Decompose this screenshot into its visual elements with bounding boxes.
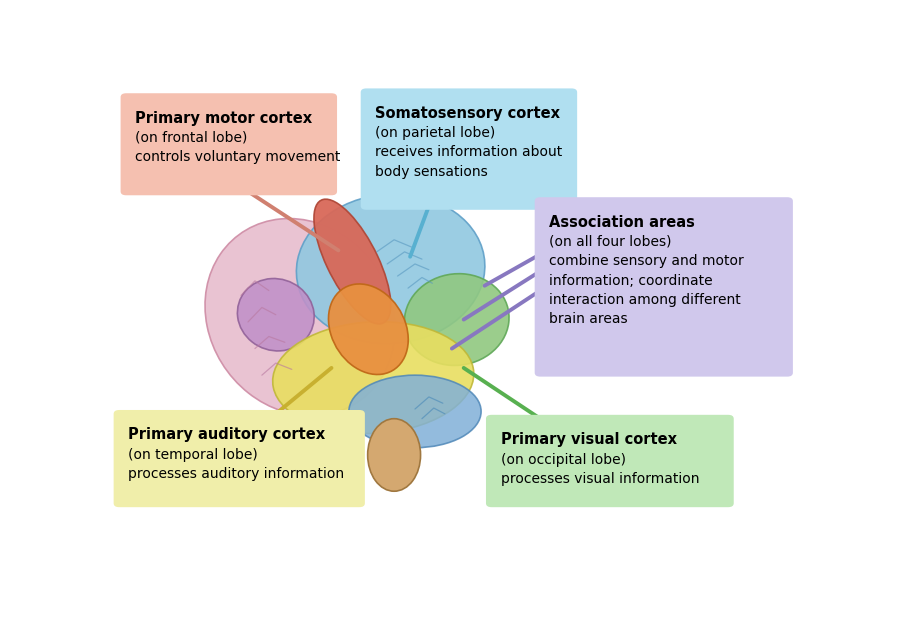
- FancyBboxPatch shape: [534, 197, 793, 377]
- Text: processes auditory information: processes auditory information: [128, 467, 344, 481]
- Ellipse shape: [296, 194, 485, 344]
- Ellipse shape: [348, 375, 481, 448]
- Text: controls voluntary movement: controls voluntary movement: [136, 150, 340, 165]
- FancyBboxPatch shape: [486, 415, 734, 507]
- Text: receives information about: receives information about: [375, 146, 562, 160]
- Text: information; coordinate: information; coordinate: [550, 274, 713, 288]
- Text: (on temporal lobe): (on temporal lobe): [128, 448, 258, 462]
- Ellipse shape: [329, 284, 409, 374]
- Ellipse shape: [404, 274, 509, 365]
- Ellipse shape: [314, 199, 391, 324]
- Text: (on all four lobes): (on all four lobes): [550, 235, 672, 249]
- Text: Primary motor cortex: Primary motor cortex: [136, 111, 313, 126]
- FancyBboxPatch shape: [114, 410, 365, 507]
- FancyBboxPatch shape: [361, 89, 577, 210]
- Text: body sensations: body sensations: [375, 165, 489, 179]
- Text: Association areas: Association areas: [550, 215, 695, 230]
- FancyBboxPatch shape: [120, 93, 337, 195]
- Ellipse shape: [205, 219, 395, 416]
- Ellipse shape: [237, 279, 314, 351]
- Text: brain areas: brain areas: [550, 312, 628, 327]
- Text: (on parietal lobe): (on parietal lobe): [375, 126, 496, 140]
- Ellipse shape: [367, 419, 420, 491]
- Text: interaction among different: interaction among different: [550, 293, 741, 307]
- Text: Somatosensory cortex: Somatosensory cortex: [375, 106, 560, 121]
- Text: Primary visual cortex: Primary visual cortex: [500, 432, 676, 447]
- Text: (on frontal lobe): (on frontal lobe): [136, 131, 248, 145]
- Text: Primary auditory cortex: Primary auditory cortex: [128, 428, 325, 442]
- Text: processes visual information: processes visual information: [500, 472, 699, 486]
- Text: (on occipital lobe): (on occipital lobe): [500, 453, 626, 467]
- Ellipse shape: [273, 322, 474, 433]
- Text: combine sensory and motor: combine sensory and motor: [550, 254, 744, 268]
